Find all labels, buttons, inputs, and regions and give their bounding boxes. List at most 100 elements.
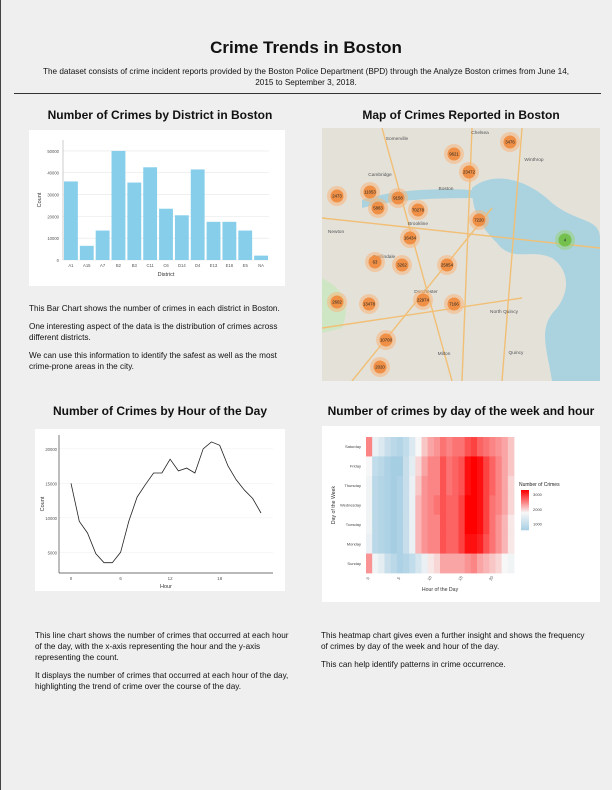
cluster-marker [379, 333, 393, 347]
heat-cell [427, 534, 435, 554]
legend-gradient-step [521, 528, 529, 530]
hour-tick-label: 15 [457, 574, 464, 581]
cluster-marker [391, 191, 405, 205]
heat-cell [452, 437, 459, 457]
hour-heading: Number of Crimes by Hour of the Day [52, 404, 268, 418]
heatmap-chart: Saturday Friday Thursday Wednesday Tuesday Mo… [331, 437, 560, 593]
day-label: Tuesday [346, 522, 361, 527]
bar [254, 255, 268, 260]
district-heading: Number of Crimes by District in Boston [47, 108, 273, 122]
cluster-marker [411, 203, 425, 217]
cluster-count: 7166 [449, 302, 459, 307]
legend-gradient-step [521, 491, 529, 493]
legend-gradient-step [521, 516, 529, 518]
heat-text-1: This heatmap chart gives even a further … [321, 631, 585, 651]
x-tick-label: NA [258, 263, 264, 268]
heat-text-2: This can help identify patterns in crime… [321, 660, 506, 669]
heat-cell [415, 534, 422, 554]
divider [14, 93, 601, 94]
legend-gradient-step [521, 524, 529, 526]
cluster-marker [503, 135, 517, 149]
heat-cell [464, 475, 472, 496]
heat-cell [415, 553, 422, 574]
place-label: Brookline [408, 221, 428, 227]
heat-cell [452, 534, 459, 554]
cluster-count: 2020 [375, 365, 385, 370]
legend-gradient-step [521, 517, 529, 519]
y-tick-label: 0 [57, 258, 60, 263]
heat-cell [372, 456, 379, 477]
heat-cell [403, 475, 410, 496]
heat-cell [372, 475, 379, 496]
legend-gradient-step [521, 503, 529, 505]
cluster-marker [330, 189, 344, 203]
day-label: Wednesday [340, 503, 361, 508]
heat-cell [452, 495, 459, 516]
heat-cell [396, 514, 404, 535]
legend-gradient-step [521, 529, 529, 531]
heat-cell [458, 534, 466, 554]
bar [95, 230, 110, 260]
heat-cell [446, 534, 453, 554]
heat-cell [378, 495, 385, 516]
map-panel[interactable]: Somerville Chelsea Winthrop Cambridge Boston… [321, 127, 601, 382]
heat-cell [458, 553, 466, 574]
heat-cell [427, 553, 435, 574]
heat-cell [458, 475, 466, 496]
heat-cell [477, 514, 484, 535]
heat-cell [501, 495, 509, 516]
heat-cell [501, 553, 509, 574]
road-line [501, 127, 523, 382]
y-axis-title: Count [40, 496, 46, 511]
heat-cell [378, 475, 385, 496]
heat-cell [440, 495, 447, 516]
bar [143, 167, 158, 260]
heat-cell [446, 514, 453, 535]
legend-gradient-step [521, 499, 529, 501]
heat-cell [433, 553, 441, 574]
bar [79, 245, 94, 260]
crime-map[interactable]: Somerville Chelsea Winthrop Cambridge Boston… [321, 127, 601, 382]
heat-cell [403, 437, 410, 457]
cluster-count: 2473 [332, 194, 342, 199]
heat-cell [489, 553, 496, 574]
heat-cell [378, 553, 385, 574]
heat-cell [427, 514, 435, 535]
day-label: Sunday [347, 561, 361, 566]
cluster-marker [371, 201, 385, 215]
left-border [0, 0, 1, 790]
heat-cell [421, 437, 429, 457]
cluster-count: 3262 [397, 263, 407, 268]
x-tick-label: A1 [68, 263, 74, 268]
heat-cell [477, 534, 484, 554]
heat-cell [390, 456, 398, 477]
cluster-count: 7220 [474, 218, 484, 223]
heat-cell [470, 495, 478, 516]
heat-cell [415, 437, 422, 457]
legend-gradient-step [521, 527, 529, 529]
heat-cell [372, 495, 379, 516]
y-tick-label: 20000 [45, 447, 57, 452]
heat-heading: Number of crimes by day of the week and … [327, 404, 595, 418]
cluster-count: 4 [564, 238, 567, 243]
heat-cell [446, 475, 453, 496]
y-tick-label: 10000 [47, 236, 59, 241]
x-tick-label: 12 [168, 576, 173, 581]
heat-cell [446, 553, 453, 574]
cluster-marker [558, 233, 572, 247]
legend-gradient-step [521, 525, 529, 527]
heat-cell [378, 456, 385, 477]
heat-cell [390, 437, 398, 457]
heat-cell [396, 553, 404, 574]
heat-cell [427, 456, 435, 477]
heat-cell [501, 475, 509, 496]
road-line [381, 127, 453, 382]
heat-cell [495, 514, 503, 535]
heat-cell [440, 514, 447, 535]
legend-gradient-step [521, 502, 529, 504]
day-label: Friday [350, 464, 361, 469]
legend-gradient-step [521, 505, 529, 507]
heat-cell [366, 495, 373, 516]
legend-gradient-step [521, 510, 529, 512]
legend-gradient-step [521, 518, 529, 520]
